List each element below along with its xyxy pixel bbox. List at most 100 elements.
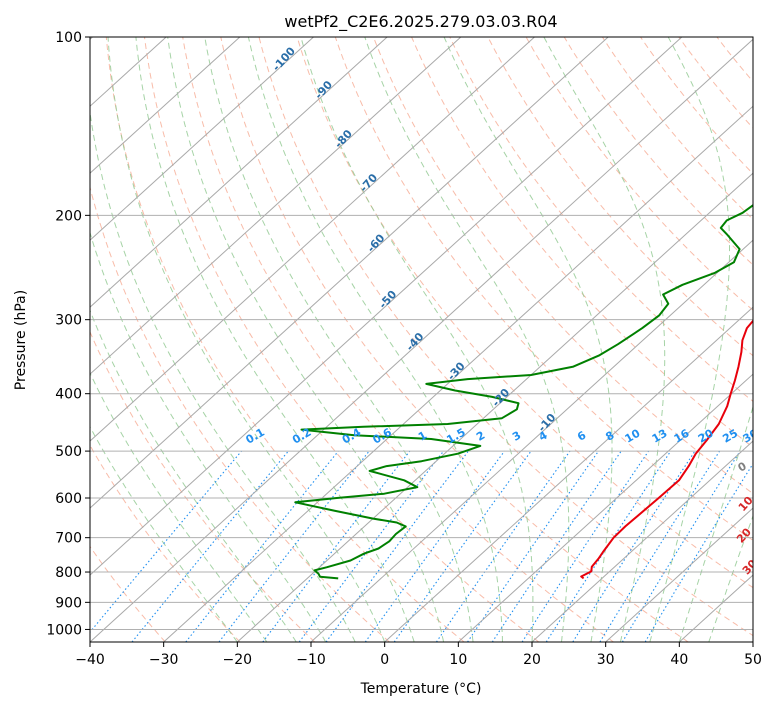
ccl-label: 40 (749, 585, 769, 605)
isotherm-label: -80 (332, 127, 355, 151)
x-tick-label: 0 (380, 652, 389, 668)
isotherm-line (457, 373, 753, 642)
moist-adiabat-line (90, 230, 327, 642)
dry-adiabat-line (296, 37, 753, 589)
data-series (294, 203, 753, 580)
isotherm-label: -40 (404, 330, 427, 354)
dry-adiabat-line (411, 37, 753, 448)
x-tick-label: 50 (744, 652, 762, 668)
isotherm-line (310, 239, 753, 642)
moist-adiabat-line (90, 371, 268, 642)
isotherm-line (384, 306, 753, 642)
dry-adiabat-line (90, 330, 316, 642)
isotherm-line (90, 37, 535, 442)
dry-adiabat-line (105, 37, 465, 642)
dry-adiabat-line (334, 37, 753, 541)
x-axis-label: Temperature (°C) (360, 681, 482, 697)
mixing-ratio-label: 10 (623, 427, 643, 446)
x-tick-label: 40 (670, 652, 688, 668)
isotherm-line (90, 37, 314, 241)
mixing-ratio-line (599, 450, 721, 642)
dry-adiabat-line (525, 37, 753, 311)
isotherm-label: -50 (376, 288, 399, 312)
moist-adiabat-line (90, 108, 356, 642)
y-tick-label: 200 (55, 208, 82, 224)
isotherm-label: -100 (270, 44, 298, 73)
mixing-ratio-line (185, 450, 339, 642)
dry-adiabat-line (182, 37, 614, 642)
isotherm-line (531, 440, 753, 642)
x-tick-label: 20 (523, 652, 541, 668)
x-tick-label: 10 (449, 652, 467, 668)
moist-adiabat-line (107, 37, 386, 642)
isotherm-line (163, 105, 753, 642)
chart-title: wetPf2_C2E6.2025.279.03.03.R04 (284, 12, 557, 32)
dry-adiabats (90, 37, 775, 642)
mixing-ratio-label: 25 (720, 427, 740, 446)
x-tick-label: −30 (149, 652, 179, 668)
mixing-ratio-label: 3 (510, 429, 523, 444)
mixing-ratio-label: 36 (761, 427, 775, 446)
isotherm-label: -90 (312, 78, 335, 102)
isotherm-line (90, 37, 683, 576)
dry-adiabat-line (258, 37, 753, 637)
mixing-ratio-line (90, 450, 242, 633)
x-tick-label: −40 (75, 652, 105, 668)
moist-adiabat-line (300, 37, 534, 642)
moist-adiabat-line (678, 405, 753, 642)
plot-area: -100-90-80-70-60-50-40-30-20-100.1 0.2 0.4… (90, 37, 775, 642)
mixing-ratio-line (644, 462, 753, 642)
mixing-ratio-label: 13 (650, 427, 670, 446)
dewpoint-profile-line (294, 203, 753, 580)
dry-adiabat-line (90, 545, 166, 642)
mixing-ratio-lines (90, 450, 753, 642)
ccl-label: 20 (734, 525, 754, 545)
plot-frame (89, 36, 754, 643)
moist-adiabat-line (90, 425, 238, 642)
mixing-ratio-line (621, 450, 741, 642)
mixing-ratio-line (467, 450, 599, 642)
dry-adiabat-line (90, 185, 390, 642)
isotherm-line (678, 574, 753, 642)
moist-adiabat-line (204, 37, 474, 642)
isotherm-line (90, 37, 462, 375)
moist-adiabat-line (649, 37, 730, 642)
y-tick-label: 400 (55, 387, 82, 403)
y-tick-label: 1000 (46, 622, 82, 638)
dry-adiabat-line (487, 37, 753, 357)
y-tick-label: 600 (55, 491, 82, 507)
moist-adiabat-line (708, 514, 753, 642)
y-tick-label: 900 (55, 595, 82, 611)
mixing-ratio-line (364, 450, 505, 642)
dry-adiabat-line (220, 37, 689, 642)
pressure-gridlines (90, 37, 753, 630)
x-tick-label: −20 (223, 652, 253, 668)
mixing-ratio-line (131, 450, 289, 642)
y-tick-label: 100 (55, 30, 82, 46)
isotherm-label: -70 (357, 171, 380, 195)
y-tick-label: 300 (55, 313, 82, 329)
moist-adiabat-line (90, 309, 297, 642)
mixing-ratio-label: 1 (416, 429, 429, 444)
dry-adiabat-line (372, 37, 753, 495)
temperature-profile-line (580, 319, 753, 580)
mixing-ratio-label: 2 (474, 429, 487, 444)
y-tick-label: 500 (55, 444, 82, 460)
moist-adiabat-line (543, 37, 666, 642)
dry-adiabat-line (755, 37, 775, 642)
isotherms (90, 37, 753, 642)
mixing-ratio-line (325, 450, 469, 642)
isotherm-line (90, 37, 241, 174)
moist-adiabat-line (167, 37, 445, 642)
mixing-ratio-label: 0.1 (244, 426, 267, 447)
isotherm-line (90, 38, 753, 642)
dry-adiabat-line (449, 37, 753, 403)
moist-adiabats (90, 37, 753, 642)
mixing-ratio-label: 6 (575, 428, 588, 443)
y-tick-label: 800 (55, 565, 82, 581)
mixing-ratio-line (262, 450, 411, 642)
isotherm-line (605, 507, 753, 642)
x-tick-label: −10 (296, 652, 326, 668)
x-tick-label: 30 (597, 652, 615, 668)
isotherm-line (90, 37, 609, 509)
